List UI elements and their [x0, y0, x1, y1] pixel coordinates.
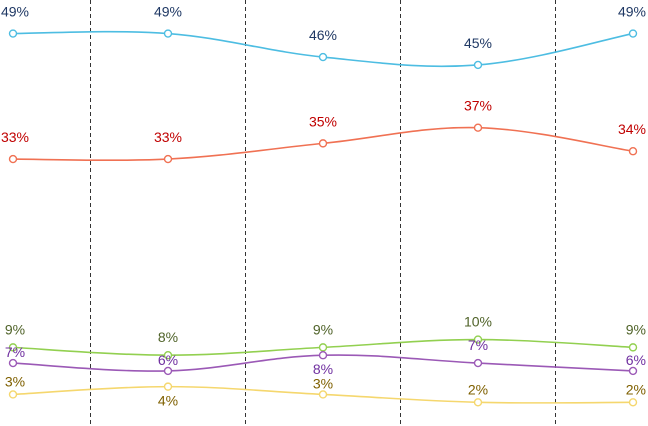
- data-label: 4%: [158, 393, 178, 409]
- data-point: [473, 398, 483, 407]
- data-point: [8, 390, 18, 399]
- data-label: 46%: [309, 27, 337, 43]
- series-layer: 49% 49% 46% 45% 49% 33% 33% 35% 37% 34% 9% 8% 9% 10% 9…: [1, 4, 646, 409]
- data-label: 49%: [618, 4, 646, 20]
- data-label: 3%: [313, 375, 333, 391]
- data-point: [163, 154, 173, 164]
- data-label: 2%: [468, 381, 488, 397]
- data-label: 8%: [313, 361, 333, 377]
- data-point: [318, 139, 328, 148]
- data-label: 7%: [5, 344, 25, 360]
- data-point: [8, 343, 18, 352]
- data-point: [163, 29, 173, 38]
- data-point: [163, 382, 173, 391]
- gridlines: [90, 0, 556, 426]
- data-label: 9%: [626, 321, 646, 337]
- data-point: [473, 335, 483, 344]
- data-point: [628, 366, 638, 376]
- data-point: [318, 351, 328, 360]
- data-label: 3%: [5, 373, 25, 389]
- data-point: [628, 343, 638, 352]
- data-label: 6%: [158, 352, 178, 368]
- data-label: 49%: [154, 4, 182, 20]
- data-label: 9%: [313, 321, 333, 337]
- data-label: 33%: [1, 129, 29, 145]
- data-point: [628, 29, 638, 38]
- data-point: [8, 154, 18, 164]
- data-label: 45%: [464, 35, 492, 51]
- data-label: 10%: [464, 314, 492, 330]
- data-point: [163, 351, 173, 360]
- data-label: 9%: [5, 321, 25, 337]
- data-point: [473, 60, 483, 70]
- data-label: 37%: [464, 98, 492, 114]
- data-point: [473, 123, 483, 132]
- data-label: 49%: [1, 4, 29, 20]
- data-point: [318, 343, 328, 352]
- data-label: 2%: [626, 381, 646, 397]
- data-point: [628, 398, 638, 407]
- data-point: [8, 358, 18, 368]
- data-label: 8%: [158, 329, 178, 345]
- data-label: 34%: [618, 121, 646, 137]
- data-point: [8, 29, 18, 38]
- data-label: 6%: [626, 352, 646, 368]
- data-label: 7%: [468, 337, 488, 353]
- data-label: 33%: [154, 129, 182, 145]
- data-point: [318, 390, 328, 399]
- data-point: [163, 366, 173, 376]
- data-point: [318, 52, 328, 62]
- data-point: [473, 358, 483, 368]
- data-point: [628, 147, 638, 156]
- data-label: 35%: [309, 113, 337, 129]
